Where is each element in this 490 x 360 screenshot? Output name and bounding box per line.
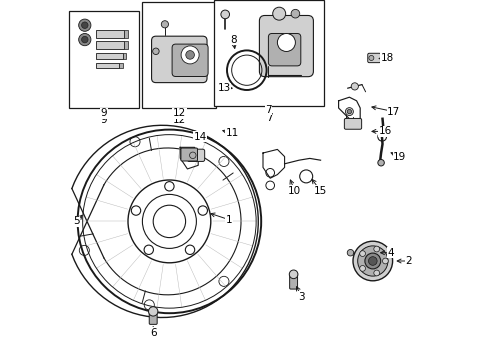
Text: 2: 2 xyxy=(406,256,412,266)
FancyBboxPatch shape xyxy=(172,44,208,77)
Circle shape xyxy=(181,46,199,64)
Circle shape xyxy=(79,246,89,256)
Bar xyxy=(96,30,124,38)
Circle shape xyxy=(198,206,207,215)
Circle shape xyxy=(79,19,91,31)
Circle shape xyxy=(277,33,295,51)
Circle shape xyxy=(144,245,153,255)
FancyBboxPatch shape xyxy=(344,118,362,129)
Circle shape xyxy=(153,48,159,55)
Circle shape xyxy=(347,109,351,114)
FancyBboxPatch shape xyxy=(259,15,314,77)
Circle shape xyxy=(378,159,384,166)
Text: 10: 10 xyxy=(288,186,301,196)
Text: 6: 6 xyxy=(150,328,156,338)
Circle shape xyxy=(365,253,381,269)
Circle shape xyxy=(291,9,300,18)
Circle shape xyxy=(81,22,88,28)
Circle shape xyxy=(165,181,174,191)
Text: 12: 12 xyxy=(172,115,186,125)
Circle shape xyxy=(130,137,140,147)
FancyBboxPatch shape xyxy=(187,149,205,161)
Text: 11: 11 xyxy=(226,128,239,138)
Bar xyxy=(122,53,126,59)
Bar xyxy=(96,63,119,68)
FancyBboxPatch shape xyxy=(151,36,207,83)
Text: 19: 19 xyxy=(393,152,406,162)
Circle shape xyxy=(219,276,229,287)
Text: 9: 9 xyxy=(100,108,107,118)
Text: 5: 5 xyxy=(73,216,80,226)
FancyBboxPatch shape xyxy=(269,33,301,66)
FancyBboxPatch shape xyxy=(181,148,197,161)
Circle shape xyxy=(369,55,374,60)
Circle shape xyxy=(81,36,88,43)
Text: 12: 12 xyxy=(173,108,186,118)
Text: 17: 17 xyxy=(387,107,400,117)
Bar xyxy=(143,2,216,108)
Circle shape xyxy=(374,270,380,276)
Circle shape xyxy=(347,249,354,256)
Circle shape xyxy=(79,33,91,46)
Bar xyxy=(124,41,128,49)
Text: 18: 18 xyxy=(381,53,394,63)
Bar xyxy=(69,11,139,108)
Text: 3: 3 xyxy=(298,292,305,302)
Circle shape xyxy=(190,152,196,158)
Circle shape xyxy=(161,21,169,28)
Bar xyxy=(96,41,124,49)
Text: 15: 15 xyxy=(314,186,327,196)
Text: 14: 14 xyxy=(194,132,207,142)
Circle shape xyxy=(221,10,229,19)
Circle shape xyxy=(289,270,298,279)
Bar xyxy=(215,0,324,106)
Circle shape xyxy=(360,251,366,256)
Circle shape xyxy=(368,257,377,265)
Circle shape xyxy=(383,258,388,264)
Circle shape xyxy=(351,83,358,90)
Text: 4: 4 xyxy=(388,248,394,258)
Circle shape xyxy=(374,246,380,252)
Bar xyxy=(119,63,122,68)
Circle shape xyxy=(273,7,286,20)
Circle shape xyxy=(345,108,353,116)
Text: 7: 7 xyxy=(265,105,272,115)
Bar xyxy=(96,53,122,59)
FancyBboxPatch shape xyxy=(290,273,297,289)
Text: 9: 9 xyxy=(100,115,107,125)
Text: 1: 1 xyxy=(225,215,232,225)
Circle shape xyxy=(144,300,154,310)
Bar xyxy=(124,30,128,38)
Circle shape xyxy=(219,156,229,166)
Circle shape xyxy=(131,206,141,215)
Text: 8: 8 xyxy=(230,35,237,45)
Circle shape xyxy=(360,266,366,271)
Text: 16: 16 xyxy=(379,126,392,136)
Circle shape xyxy=(148,307,158,316)
FancyBboxPatch shape xyxy=(368,53,381,63)
Text: 13: 13 xyxy=(218,83,231,93)
Circle shape xyxy=(358,246,388,276)
Circle shape xyxy=(353,241,392,281)
FancyBboxPatch shape xyxy=(149,310,157,324)
Text: 7: 7 xyxy=(266,113,272,123)
Circle shape xyxy=(185,245,195,255)
Circle shape xyxy=(186,51,195,59)
